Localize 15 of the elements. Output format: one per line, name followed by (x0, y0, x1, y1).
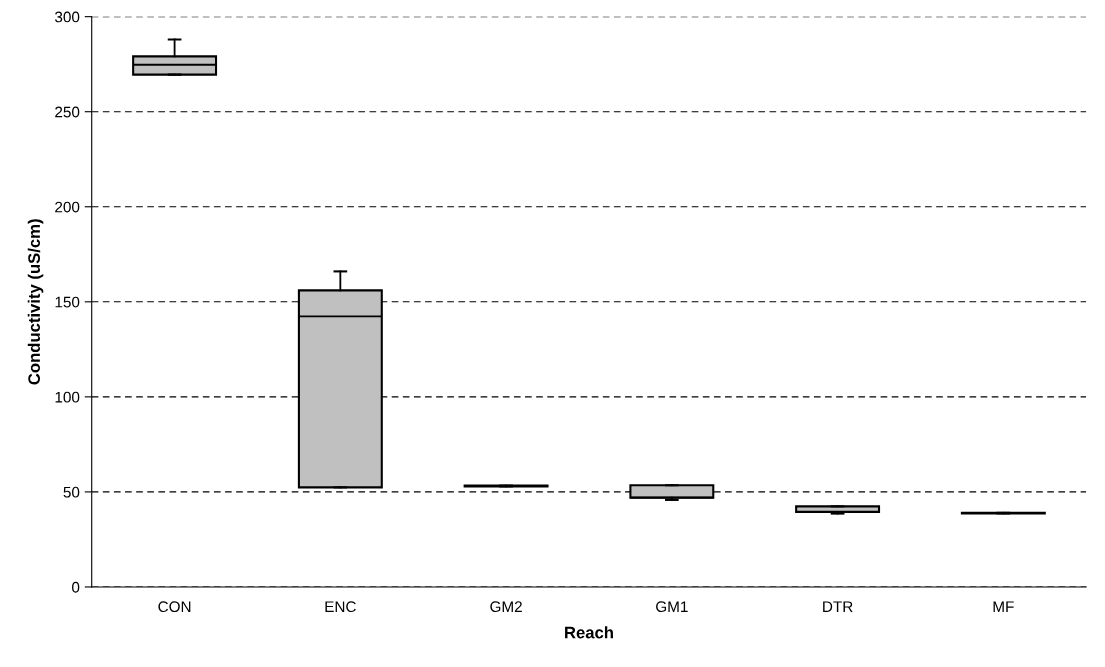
x-tick-label: DTR (823, 601, 853, 612)
y-tick-label: 150 (55, 296, 80, 308)
y-tick-label: 200 (55, 201, 80, 213)
x-tick-label: MF (993, 601, 1014, 612)
y-tick-label: 50 (63, 486, 80, 498)
y-axis-title: Conductivity (uS/cm) (27, 219, 44, 385)
y-tick-label: 250 (55, 106, 80, 118)
y-tick-label: 100 (55, 391, 80, 403)
y-tick-label: 0 (72, 581, 80, 593)
y-tick-label: 300 (55, 11, 80, 23)
x-tick-label: GM1 (656, 601, 688, 613)
x-tick-label: CON (158, 601, 191, 613)
x-tick-label: ENC (325, 601, 356, 613)
x-tick-label: GM2 (490, 601, 522, 613)
x-axis-title: Reach (565, 626, 613, 639)
